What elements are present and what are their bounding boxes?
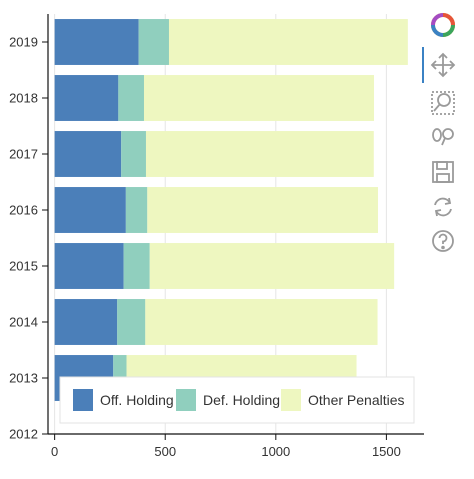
legend-label: Other Penalties — [308, 392, 405, 408]
help-icon[interactable] — [428, 226, 458, 256]
bar-segment — [117, 299, 146, 345]
legend-label: Def. Holding — [203, 392, 280, 408]
bar-segment — [145, 131, 374, 177]
y-tick-label: 2017 — [9, 147, 38, 162]
reset-icon[interactable] — [428, 192, 458, 222]
y-tick-label: 2014 — [9, 315, 38, 330]
bar-segment — [149, 243, 395, 289]
x-tick-label: 1000 — [261, 444, 290, 459]
y-tick-label: 2012 — [9, 427, 38, 442]
bar-segment — [145, 299, 378, 345]
save-icon[interactable] — [428, 157, 458, 187]
bar-segment — [54, 19, 139, 65]
bar-segment — [168, 19, 408, 65]
bokeh-logo-icon[interactable] — [428, 10, 458, 40]
chart-toolbar — [422, 8, 464, 258]
x-tick-label: 500 — [154, 444, 176, 459]
bar-segment — [121, 131, 146, 177]
y-tick-label: 2015 — [9, 259, 38, 274]
x-tick-label: 1500 — [372, 444, 401, 459]
box-zoom-icon[interactable] — [428, 88, 458, 118]
bar-segment — [54, 75, 119, 121]
bar-segment — [123, 243, 150, 289]
legend-swatch — [73, 389, 93, 411]
bar-segment — [118, 75, 144, 121]
legend-swatch — [176, 389, 196, 411]
wheel-zoom-icon[interactable] — [428, 122, 458, 152]
legend: Off. Holding Def. Holding Other Penalties — [59, 376, 415, 424]
bar-segment — [147, 187, 378, 233]
bar-segment — [54, 299, 118, 345]
bar-segment — [54, 187, 126, 233]
x-tick-label: 0 — [51, 444, 58, 459]
bar-segment — [138, 19, 169, 65]
y-tick-label: 2013 — [9, 371, 38, 386]
bar-segment — [143, 75, 375, 121]
y-tick-label: 2019 — [9, 35, 38, 50]
bar-segment — [54, 243, 124, 289]
legend-swatch — [281, 389, 301, 411]
bar-segment — [54, 131, 122, 177]
active-tool-indicator — [422, 47, 424, 83]
bar-segment — [125, 187, 148, 233]
pan-icon[interactable] — [428, 50, 458, 80]
legend-label: Off. Holding — [100, 392, 174, 408]
y-tick-label: 2018 — [9, 91, 38, 106]
legend-box — [59, 376, 415, 424]
y-tick-label: 2016 — [9, 203, 38, 218]
